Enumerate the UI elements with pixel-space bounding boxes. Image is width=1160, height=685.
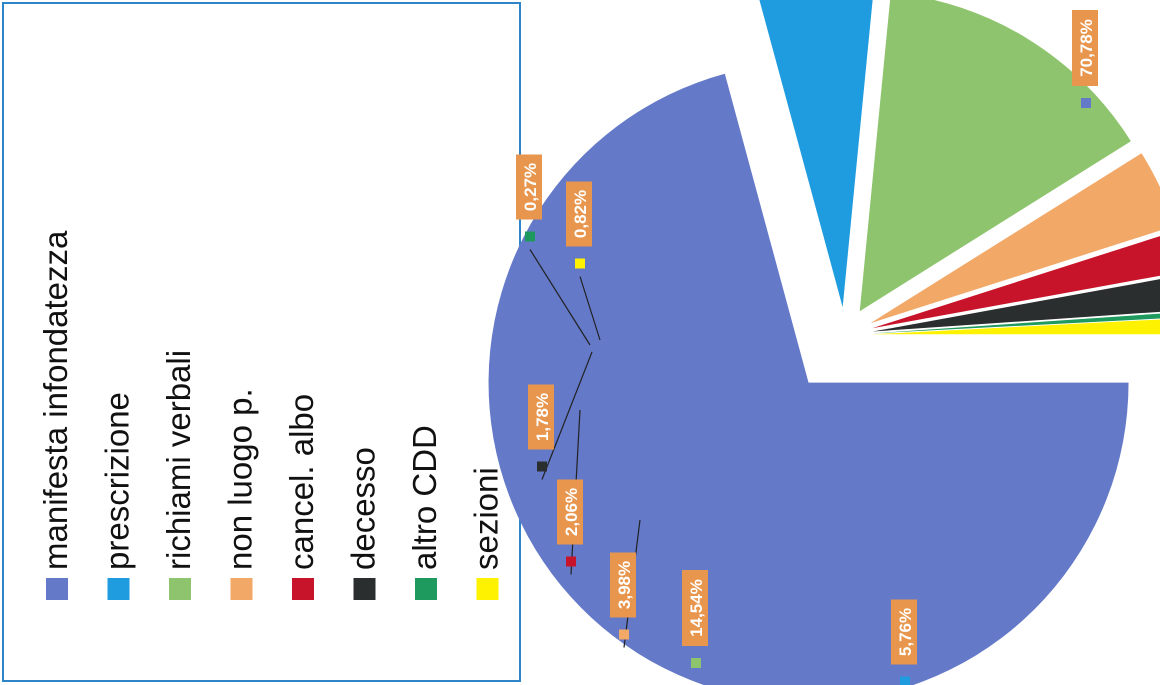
legend-swatch <box>353 578 376 600</box>
data-label-text: 0,27% <box>521 163 540 211</box>
leader-line-altro-cdd <box>529 249 591 346</box>
legend-item-altro-cdd: altro CDD <box>406 425 443 600</box>
data-label-marker <box>525 231 535 242</box>
data-label-cancel-albo: 2,06% <box>557 479 583 567</box>
legend-item-manifesta-infondatezza: manifesta infondatezza <box>37 230 74 600</box>
data-label-altro-cdd: 0,27% <box>516 154 542 242</box>
pie-slice-altro-cdd <box>872 313 1160 334</box>
data-label-box <box>557 479 583 545</box>
pie-slice-sezioni <box>872 319 1160 335</box>
data-label-text: 3,98% <box>615 561 634 609</box>
legend-swatch <box>230 578 253 600</box>
legend-item-prescrizione: prescrizione <box>99 392 136 600</box>
data-label-marker <box>1081 98 1091 108</box>
data-label-richiami-verbali: 14,54% <box>682 570 708 668</box>
leader-line-decesso <box>541 351 593 480</box>
legend-label: richiami verbali <box>160 350 197 570</box>
data-label-prescrizione: 5,76% <box>891 599 917 685</box>
data-labels: 70,78% 5,76% 14,54% 3,98% 2,06% 1,78% 0,27% 0,8… <box>516 10 1098 685</box>
pie-slice-manifesta-infondatezza <box>488 73 1129 685</box>
legend-label: prescrizione <box>99 392 136 570</box>
pie-slice-non-luogo-p <box>870 153 1160 324</box>
data-label-marker <box>537 461 547 472</box>
pie-slice-richiami-verbali <box>859 0 1131 312</box>
leader-line-sezioni <box>579 276 601 341</box>
data-label-box <box>566 181 592 247</box>
pie-slice-decesso <box>872 279 1160 332</box>
data-label-box <box>891 599 917 665</box>
data-label-text: 1,78% <box>533 393 552 441</box>
data-label-marker <box>575 258 585 269</box>
data-label-box <box>528 384 554 450</box>
legend-item-cancel-albo: cancel. albo <box>283 394 320 600</box>
legend-label: cancel. albo <box>283 394 320 570</box>
legend-item-non-luogo-p: non luogo p. <box>222 388 259 600</box>
data-label-marker <box>566 556 576 567</box>
data-label-text: 14,54% <box>687 579 706 637</box>
legend-label: non luogo p. <box>222 388 259 570</box>
data-label-box <box>1072 10 1098 86</box>
data-label-marker <box>900 676 910 685</box>
legend-swatch <box>107 578 130 600</box>
pie-slice-prescrizione <box>759 0 873 308</box>
legend-label: altro CDD <box>406 425 443 570</box>
legend-swatch <box>292 578 314 600</box>
data-label-text: 70,78% <box>1077 19 1096 77</box>
data-label-manifesta-infondatezza: 70,78% <box>1072 10 1098 108</box>
legend-swatch <box>169 578 191 600</box>
legend: manifesta infondatezza prescrizione richia… <box>37 230 505 600</box>
legend-swatch <box>46 578 68 600</box>
legend-swatch <box>415 578 437 600</box>
data-label-text: 5,76% <box>896 608 915 656</box>
data-label-non-luogo-p: 3,98% <box>610 552 636 640</box>
data-label-sezioni: 0,82% <box>566 181 592 269</box>
data-label-marker <box>691 658 701 668</box>
data-label-box <box>610 552 636 618</box>
pie-slice-cancel-albo <box>872 236 1160 329</box>
data-label-marker <box>619 629 629 640</box>
data-label-decesso: 1,78% <box>528 384 554 472</box>
legend-label: manifesta infondatezza <box>37 230 74 570</box>
data-label-box <box>682 570 708 646</box>
slices-layer <box>488 0 1160 685</box>
legend-item-sezioni: sezioni <box>468 467 505 600</box>
legend-item-decesso: decesso <box>345 447 382 600</box>
legend-item-richiami-verbali: richiami verbali <box>160 350 197 600</box>
legend-label: sezioni <box>468 467 505 570</box>
data-label-text: 2,06% <box>562 488 581 536</box>
legend-swatch <box>476 578 499 600</box>
legend-label: decesso <box>345 447 382 570</box>
data-label-box <box>516 154 542 220</box>
data-label-text: 0,82% <box>571 190 590 238</box>
